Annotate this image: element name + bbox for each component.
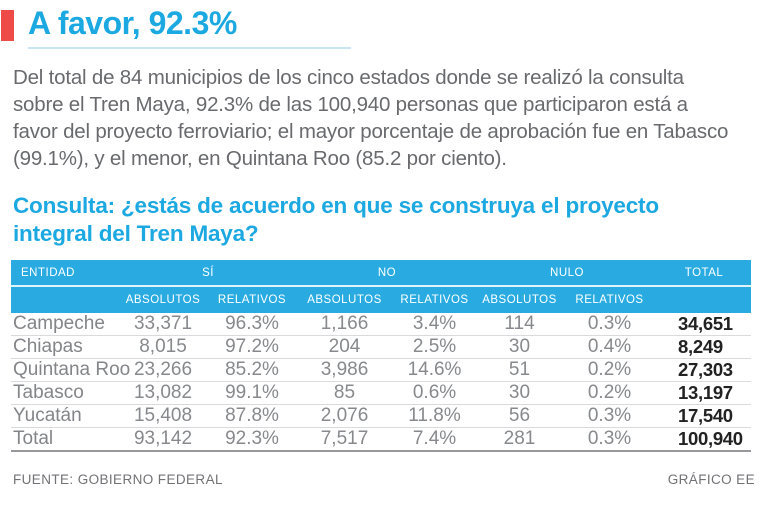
- cell-total: 8,249: [657, 336, 752, 360]
- cell-entity: Chiapas: [11, 336, 119, 360]
- cell-entity: Quintana Roo: [11, 359, 131, 383]
- cell-si-relativos: 96.3%: [207, 313, 297, 337]
- cell-nulo-absolutos: 114: [477, 313, 562, 337]
- cell-si-relativos: 99.1%: [207, 382, 297, 406]
- sub-header-row: ABSOLUTOS RELATIVOS ABSOLUTOS RELATIVOS …: [11, 287, 752, 314]
- cell-si-absolutos: 33,371: [119, 313, 207, 337]
- cell-no-relativos: 11.8%: [392, 405, 477, 429]
- cell-nulo-relativos: 0.3%: [562, 313, 658, 337]
- cell-si-absolutos: 8,015: [119, 336, 207, 360]
- subcol-header-si-relativos: RELATIVOS: [207, 287, 297, 314]
- results-table: ENTIDAD SÍ NO NULO TOTAL ABSOLUTOS RELAT…: [11, 260, 752, 453]
- cell-entity: Tabasco: [11, 382, 119, 406]
- col-header-nulo: NULO: [477, 260, 658, 288]
- cell-entity: Yucatán: [11, 405, 119, 429]
- cell-nulo-relativos: 0.2%: [562, 359, 658, 383]
- cell-si-absolutos: 93,142: [119, 428, 207, 453]
- subcol-header-no-relativos: RELATIVOS: [392, 287, 477, 314]
- cell-si-absolutos: 23,266: [119, 359, 207, 383]
- page-title: A favor, 92.3%: [28, 5, 237, 41]
- title-underline-divider: [28, 47, 351, 49]
- cell-nulo-relativos: 0.4%: [562, 336, 658, 360]
- table-header: ENTIDAD SÍ NO NULO TOTAL ABSOLUTOS RELAT…: [11, 260, 752, 314]
- cell-no-absolutos: 85: [297, 382, 392, 406]
- subcol-header-no-absolutos: ABSOLUTOS: [297, 287, 392, 314]
- col-header-si: SÍ: [119, 260, 297, 288]
- cell-si-absolutos: 13,082: [119, 382, 207, 406]
- col-header-total: TOTAL: [657, 260, 752, 288]
- col-header-entidad: ENTIDAD: [11, 260, 119, 288]
- cell-entity: Campeche: [11, 313, 119, 337]
- cell-total: 100,940: [657, 428, 752, 453]
- title-row: A favor, 92.3%: [0, 0, 768, 41]
- cell-no-absolutos: 3,986: [297, 359, 392, 383]
- table-row-total: Total 93,142 92.3% 7,517 7.4% 281 0.3% 1…: [11, 428, 752, 453]
- cell-no-absolutos: 7,517: [297, 428, 392, 453]
- cell-nulo-absolutos: 30: [477, 382, 562, 406]
- cell-nulo-relativos: 0.3%: [562, 405, 658, 429]
- cell-no-relativos: 0.6%: [392, 382, 477, 406]
- table-body: Campeche 33,371 96.3% 1,166 3.4% 114 0.3…: [11, 313, 752, 453]
- cell-nulo-relativos: 0.3%: [562, 428, 658, 453]
- cell-total: 17,540: [657, 405, 752, 429]
- question-heading: Consulta: ¿estás de acuerdo en que se co…: [13, 193, 659, 246]
- table-row: Tabasco 13,082 99.1% 85 0.6% 30 0.2% 13,…: [11, 382, 752, 406]
- cell-total: 34,651: [657, 313, 752, 337]
- spacer-cell: [11, 287, 119, 314]
- cell-total: 27,303: [657, 359, 752, 383]
- cell-no-absolutos: 2,076: [297, 405, 392, 429]
- red-accent-bar: [1, 10, 14, 41]
- graphic-credit: GRÁFICO EE: [667, 472, 755, 488]
- intro-paragraph: Del total de 84 municipios de los cinco …: [13, 66, 729, 171]
- table-row: Yucatán 15,408 87.8% 2,076 11.8% 56 0.3%…: [11, 405, 752, 429]
- table-row: Campeche 33,371 96.3% 1,166 3.4% 114 0.3…: [11, 313, 752, 337]
- source-credit: FUENTE: GOBIERNO FEDERAL: [13, 472, 223, 488]
- spacer-cell: [657, 287, 752, 314]
- cell-nulo-absolutos: 281: [477, 428, 562, 453]
- cell-si-relativos: 87.8%: [207, 405, 297, 429]
- cell-no-relativos: 3.4%: [392, 313, 477, 337]
- cell-si-absolutos: 15,408: [119, 405, 207, 429]
- cell-no-relativos: 7.4%: [392, 428, 477, 453]
- subcol-header-nulo-relativos: RELATIVOS: [562, 287, 658, 314]
- table-row: Chiapas 8,015 97.2% 204 2.5% 30 0.4% 8,2…: [11, 336, 752, 360]
- cell-si-relativos: 85.2%: [207, 359, 297, 383]
- cell-no-relativos: 2.5%: [392, 336, 477, 360]
- cell-no-absolutos: 204: [297, 336, 392, 360]
- col-header-no: NO: [297, 260, 477, 288]
- cell-si-relativos: 92.3%: [207, 428, 297, 453]
- subcol-header-si-absolutos: ABSOLUTOS: [119, 287, 207, 314]
- cell-entity: Total: [11, 428, 119, 453]
- footer: FUENTE: GOBIERNO FEDERAL GRÁFICO EE: [13, 472, 755, 487]
- cell-nulo-absolutos: 30: [477, 336, 562, 360]
- table-row: Quintana Roo 23,266 85.2% 3,986 14.6% 51…: [11, 359, 752, 383]
- subcol-header-nulo-absolutos: ABSOLUTOS: [477, 287, 562, 314]
- cell-no-absolutos: 1,166: [297, 313, 392, 337]
- cell-si-relativos: 97.2%: [207, 336, 297, 360]
- cell-nulo-relativos: 0.2%: [562, 382, 658, 406]
- cell-no-relativos: 14.6%: [392, 359, 477, 383]
- cell-nulo-absolutos: 56: [477, 405, 562, 429]
- cell-total: 13,197: [657, 382, 752, 406]
- group-header-row: ENTIDAD SÍ NO NULO TOTAL: [11, 260, 752, 288]
- cell-nulo-absolutos: 51: [477, 359, 562, 383]
